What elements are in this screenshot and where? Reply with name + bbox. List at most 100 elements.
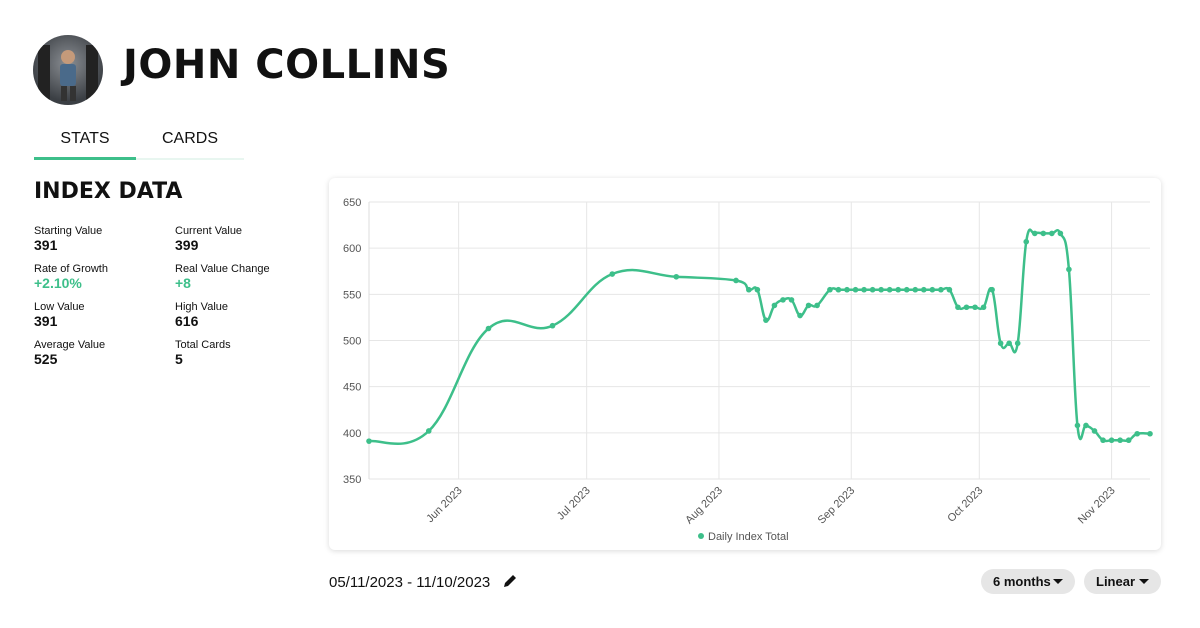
stat-value: 525 (34, 351, 58, 367)
series-line (368, 228, 1151, 446)
y-tick-label: 500 (343, 336, 361, 348)
chart-card: 350 400 450 500 550 600 650 Jun 2023 Jul 2023 Aug… (329, 178, 1161, 550)
data-point (1083, 422, 1089, 429)
data-point (1031, 230, 1038, 237)
data-point (771, 302, 778, 309)
data-point (929, 286, 936, 293)
data-point (1014, 340, 1021, 347)
avatar-image (38, 45, 98, 101)
data-point (980, 304, 987, 311)
date-range: 05/11/2023 - 11/10/2023 (329, 573, 520, 591)
stat: Starting Value 391 (34, 225, 174, 253)
tab[interactable]: CARDS (161, 130, 218, 147)
stat: Total Cards 5 (175, 339, 315, 367)
data-point (997, 340, 1004, 347)
data-point (912, 286, 919, 293)
scale-dropdown[interactable]: Linear (1084, 569, 1161, 594)
edit-icon[interactable] (502, 573, 520, 589)
y-tick-label: 450 (343, 382, 361, 394)
stat-label: Current Value (175, 225, 243, 237)
data-point (1108, 437, 1115, 444)
data-point (366, 438, 372, 444)
data-point (1006, 340, 1012, 347)
data-point (827, 286, 833, 293)
data-point (921, 286, 927, 293)
stat-value: 616 (175, 313, 199, 329)
data-point (746, 286, 752, 293)
stat-value: +2.10% (34, 275, 82, 291)
data-point (1134, 430, 1140, 437)
data-point (955, 304, 961, 311)
stat: Low Value 391 (34, 301, 174, 329)
tab[interactable]: STATS (60, 130, 110, 147)
x-tick-label: Sep 2023 (816, 485, 858, 527)
data-point (878, 286, 884, 293)
stat-label: Rate of Growth (34, 263, 108, 275)
data-point (852, 286, 859, 293)
x-tick-label: Oct 2023 (945, 485, 985, 525)
data-point (549, 322, 556, 329)
stat-label: Average Value (34, 339, 106, 351)
x-tick-label: Jul 2023 (555, 485, 593, 523)
tab-divider (34, 158, 244, 160)
data-point (673, 273, 680, 280)
data-point (805, 302, 812, 309)
stat-label: Starting Value (34, 225, 103, 237)
date-range-text: 05/11/2023 - 11/10/2023 (329, 574, 491, 591)
data-point (989, 286, 995, 293)
stat: Average Value 525 (34, 339, 174, 367)
data-point (814, 302, 820, 309)
data-point (609, 271, 616, 277)
x-tick-label: Jun 2023 (424, 485, 464, 525)
chart: 350 400 450 500 550 600 650 Jun 2023 Jul 2023 Aug… (343, 197, 1153, 543)
data-point (1057, 230, 1064, 237)
data-point (797, 312, 803, 319)
data-point (861, 286, 867, 293)
data-point (835, 286, 842, 293)
data-point (763, 317, 769, 323)
avatar (33, 35, 103, 105)
data-point (1066, 266, 1072, 273)
stat-label: High Value (175, 301, 228, 313)
data-point (1091, 428, 1098, 434)
data-point (1049, 230, 1055, 237)
section-title: INDEX DATA (34, 179, 183, 204)
x-tick-label: Aug 2023 (683, 485, 725, 527)
stat: Current Value 399 (175, 225, 315, 253)
stat-label: Low Value (34, 301, 85, 313)
data-point (788, 297, 795, 303)
y-tick-label: 400 (343, 428, 361, 440)
data-point (886, 286, 893, 293)
data-point (938, 286, 944, 293)
data-point (903, 286, 910, 293)
data-point (780, 297, 786, 303)
y-tick-label: 350 (343, 474, 361, 486)
data-point (1023, 238, 1030, 245)
legend-label: Daily Index Total (708, 531, 789, 543)
y-tick-label: 600 (343, 243, 361, 255)
period-dropdown[interactable]: 6 months (981, 569, 1075, 594)
data-point (754, 286, 761, 293)
stat-value: 391 (34, 237, 58, 253)
stat-value: +8 (175, 275, 191, 291)
data-point (844, 286, 850, 293)
stat-value: 391 (34, 313, 58, 329)
y-tick-label: 550 (343, 289, 361, 301)
profile-name: JOHN COLLINS (123, 42, 451, 88)
data-point (869, 286, 876, 293)
data-point (733, 277, 739, 284)
data-point (963, 304, 970, 311)
stat: Real Value Change +8 (175, 263, 315, 291)
data-point (425, 428, 432, 434)
data-point (1125, 437, 1132, 444)
data-point (1074, 422, 1081, 429)
data-point (1147, 430, 1153, 437)
x-tick-label: Nov 2023 (1076, 485, 1118, 527)
stat-label: Total Cards (175, 339, 231, 351)
data-point (1040, 230, 1047, 237)
data-point (946, 286, 953, 293)
data-point (1117, 437, 1123, 444)
legend-marker (698, 533, 704, 539)
stat: Rate of Growth +2.10% (34, 263, 174, 291)
